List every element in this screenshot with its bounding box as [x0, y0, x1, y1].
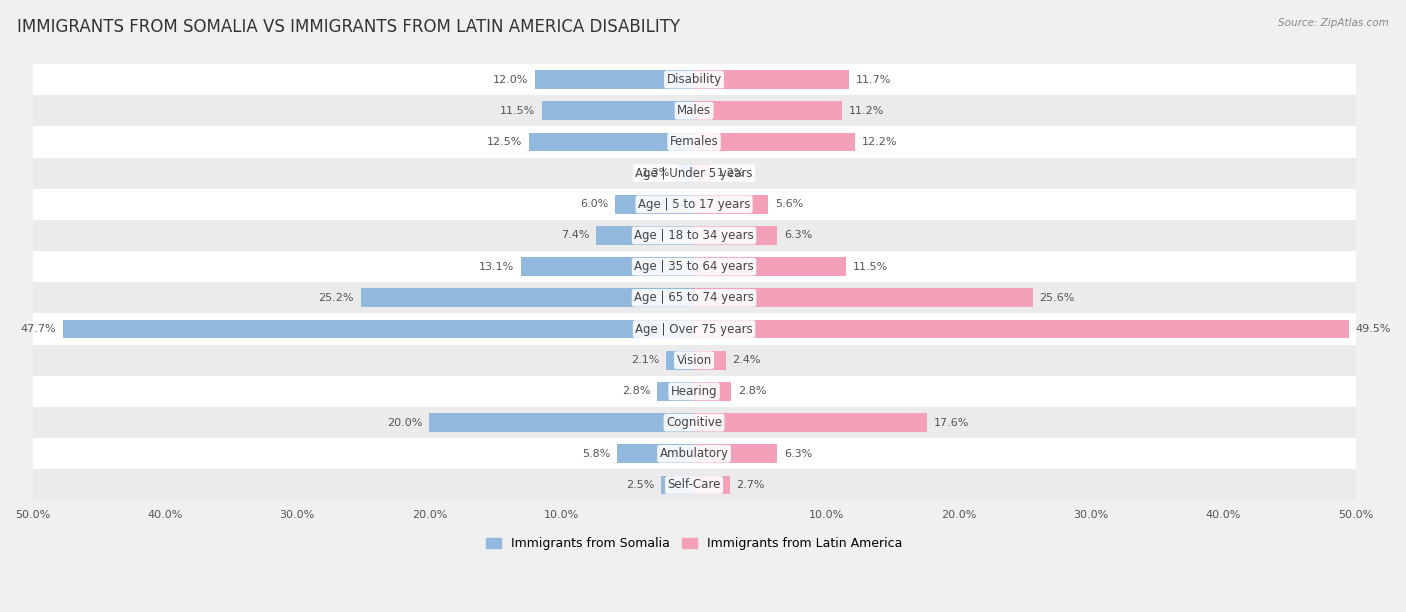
- Text: 11.7%: 11.7%: [855, 75, 891, 84]
- Text: 12.2%: 12.2%: [862, 137, 897, 147]
- Bar: [32, 313, 1355, 345]
- Text: Age | 65 to 74 years: Age | 65 to 74 years: [634, 291, 754, 304]
- Text: 6.3%: 6.3%: [785, 449, 813, 459]
- Text: Age | Over 75 years: Age | Over 75 years: [636, 323, 754, 335]
- Bar: [695, 444, 778, 463]
- Bar: [32, 157, 1355, 188]
- Text: 25.2%: 25.2%: [319, 293, 354, 303]
- Text: 2.5%: 2.5%: [626, 480, 654, 490]
- Text: Females: Females: [669, 135, 718, 149]
- Bar: [617, 444, 695, 463]
- Text: 7.4%: 7.4%: [561, 231, 589, 241]
- Bar: [695, 413, 927, 432]
- Text: 17.6%: 17.6%: [934, 417, 969, 428]
- Bar: [32, 407, 1355, 438]
- Bar: [32, 282, 1355, 313]
- Text: 6.0%: 6.0%: [579, 200, 607, 209]
- Text: Vision: Vision: [676, 354, 711, 367]
- Text: Ambulatory: Ambulatory: [659, 447, 728, 460]
- Bar: [32, 376, 1355, 407]
- Text: Age | 35 to 64 years: Age | 35 to 64 years: [634, 260, 754, 273]
- Text: 12.0%: 12.0%: [494, 75, 529, 84]
- Bar: [32, 95, 1355, 126]
- Text: Males: Males: [678, 104, 711, 118]
- Text: 5.6%: 5.6%: [775, 200, 803, 209]
- Text: 11.5%: 11.5%: [501, 106, 536, 116]
- Bar: [657, 382, 695, 401]
- Text: Source: ZipAtlas.com: Source: ZipAtlas.com: [1278, 18, 1389, 28]
- Bar: [661, 476, 695, 494]
- Text: 1.3%: 1.3%: [643, 168, 671, 178]
- Bar: [361, 288, 695, 307]
- Bar: [32, 126, 1355, 157]
- Bar: [32, 469, 1355, 501]
- Bar: [666, 351, 695, 370]
- Text: 11.2%: 11.2%: [849, 106, 884, 116]
- Text: Self-Care: Self-Care: [668, 479, 721, 491]
- Bar: [695, 476, 730, 494]
- Text: 2.8%: 2.8%: [738, 386, 766, 397]
- Text: IMMIGRANTS FROM SOMALIA VS IMMIGRANTS FROM LATIN AMERICA DISABILITY: IMMIGRANTS FROM SOMALIA VS IMMIGRANTS FR…: [17, 18, 681, 36]
- Text: Disability: Disability: [666, 73, 721, 86]
- Bar: [695, 195, 768, 214]
- Text: 6.3%: 6.3%: [785, 231, 813, 241]
- Text: Age | Under 5 years: Age | Under 5 years: [636, 166, 752, 179]
- Bar: [596, 226, 695, 245]
- Bar: [695, 382, 731, 401]
- Bar: [695, 257, 846, 276]
- Bar: [32, 64, 1355, 95]
- Text: 47.7%: 47.7%: [21, 324, 56, 334]
- Text: 2.8%: 2.8%: [621, 386, 651, 397]
- Bar: [695, 70, 849, 89]
- Bar: [32, 438, 1355, 469]
- Legend: Immigrants from Somalia, Immigrants from Latin America: Immigrants from Somalia, Immigrants from…: [481, 532, 907, 556]
- Bar: [695, 226, 778, 245]
- Bar: [614, 195, 695, 214]
- Bar: [536, 70, 695, 89]
- Bar: [541, 102, 695, 120]
- Text: Cognitive: Cognitive: [666, 416, 723, 429]
- Bar: [695, 164, 710, 182]
- Text: 2.1%: 2.1%: [631, 355, 659, 365]
- Bar: [32, 251, 1355, 282]
- Text: 5.8%: 5.8%: [582, 449, 610, 459]
- Bar: [695, 133, 855, 151]
- Text: 1.2%: 1.2%: [717, 168, 745, 178]
- Text: 2.4%: 2.4%: [733, 355, 761, 365]
- Bar: [695, 351, 725, 370]
- Bar: [695, 319, 1348, 338]
- Bar: [695, 102, 842, 120]
- Text: 25.6%: 25.6%: [1039, 293, 1074, 303]
- Bar: [32, 188, 1355, 220]
- Text: Hearing: Hearing: [671, 385, 717, 398]
- Text: 20.0%: 20.0%: [388, 417, 423, 428]
- Bar: [32, 220, 1355, 251]
- Bar: [520, 257, 695, 276]
- Text: 12.5%: 12.5%: [486, 137, 522, 147]
- Text: 13.1%: 13.1%: [479, 262, 515, 272]
- Text: 2.7%: 2.7%: [737, 480, 765, 490]
- Text: 49.5%: 49.5%: [1355, 324, 1391, 334]
- Bar: [429, 413, 695, 432]
- Text: 11.5%: 11.5%: [853, 262, 889, 272]
- Text: Age | 18 to 34 years: Age | 18 to 34 years: [634, 229, 754, 242]
- Bar: [676, 164, 695, 182]
- Bar: [529, 133, 695, 151]
- Text: Age | 5 to 17 years: Age | 5 to 17 years: [638, 198, 751, 211]
- Bar: [695, 288, 1033, 307]
- Bar: [63, 319, 695, 338]
- Bar: [32, 345, 1355, 376]
